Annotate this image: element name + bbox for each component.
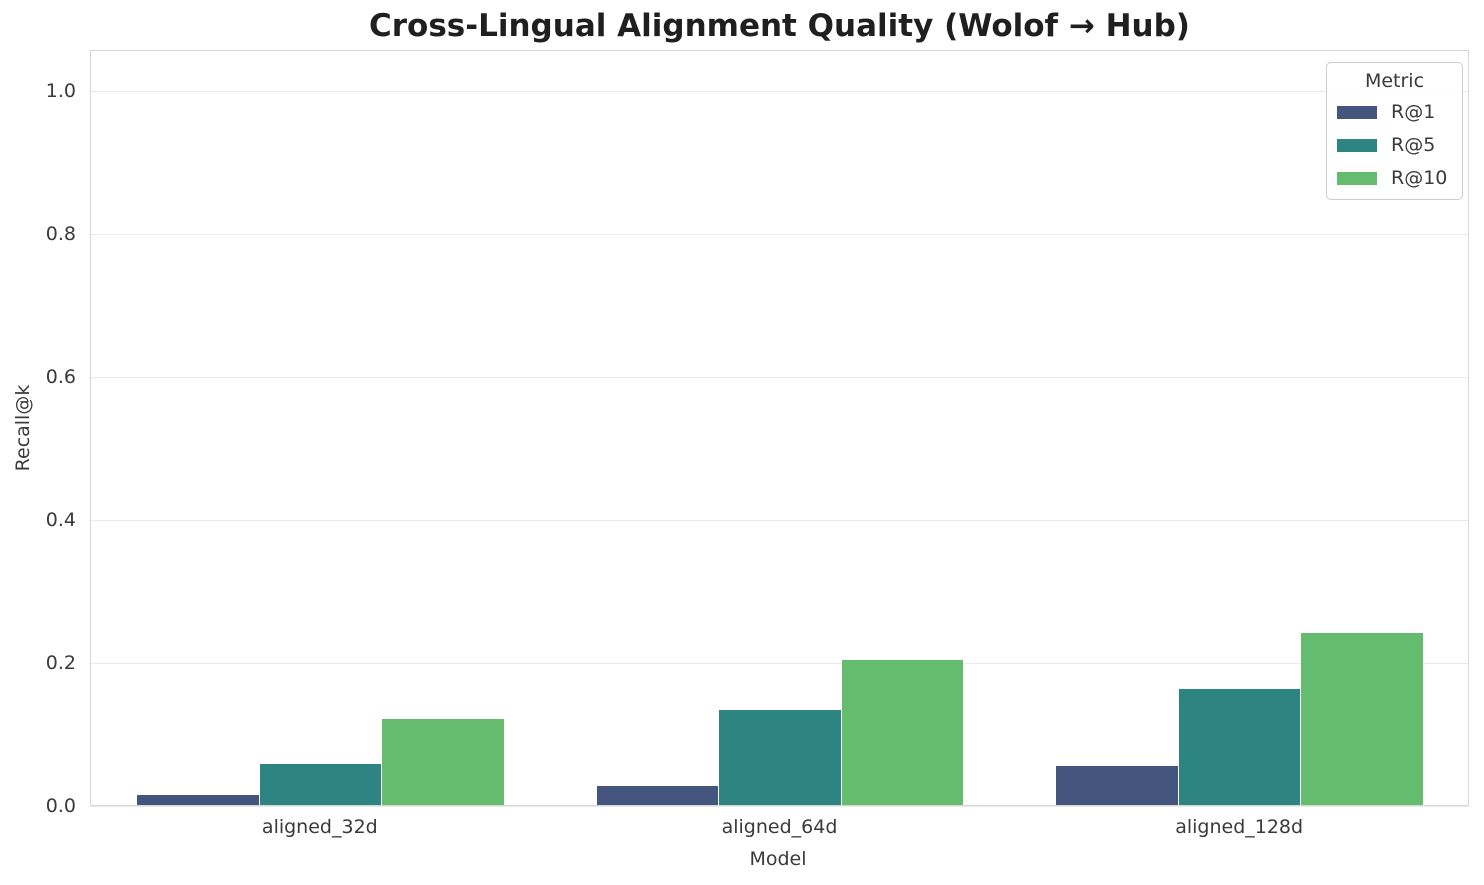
grid-line xyxy=(91,90,1468,92)
x-tick-label: aligned_32d xyxy=(261,816,378,838)
bar-aligned_32d-R@1 xyxy=(136,795,259,805)
bar-aligned_64d-R@10 xyxy=(841,660,964,805)
y-axis-label: Recall@k xyxy=(12,384,34,472)
grid-line xyxy=(91,519,1468,521)
legend-swatch-r10 xyxy=(1337,171,1377,185)
y-tick-label: 0.8 xyxy=(45,222,76,245)
bar-aligned_128d-R@10 xyxy=(1301,633,1424,805)
legend-item-label: R@10 xyxy=(1391,167,1448,189)
y-tick-label: 0.6 xyxy=(45,365,76,388)
legend-swatch-r5 xyxy=(1337,138,1377,152)
legend-item-label: R@5 xyxy=(1391,134,1436,156)
y-tick-label: 1.0 xyxy=(45,79,76,102)
bar-aligned_64d-R@1 xyxy=(596,786,719,805)
y-tick-label: 0.4 xyxy=(45,508,76,531)
grid-line xyxy=(91,233,1468,235)
y-tick-label: 0.0 xyxy=(45,795,76,817)
bar-aligned_32d-R@5 xyxy=(259,764,382,805)
x-tick-label: aligned_128d xyxy=(1175,816,1304,838)
x-axis-label: Model xyxy=(749,848,807,870)
chart-title: Cross-Lingual Alignment Quality (Wolof →… xyxy=(369,8,1190,44)
bar-aligned_128d-R@1 xyxy=(1056,766,1178,805)
legend-title: Metric xyxy=(1364,70,1425,92)
legend-item: R@5 xyxy=(1337,133,1452,157)
legend: Metric R@1 R@5 R@10 xyxy=(1326,62,1463,200)
bar-aligned_128d-R@5 xyxy=(1178,689,1301,805)
bar-aligned_32d-R@10 xyxy=(382,719,504,805)
legend-swatch-r1 xyxy=(1337,105,1377,119)
y-tick-label: 0.2 xyxy=(45,651,76,674)
bar-aligned_64d-R@5 xyxy=(719,710,841,805)
grid-line xyxy=(91,806,1468,807)
legend-item: R@1 xyxy=(1337,100,1452,124)
legend-item: R@10 xyxy=(1337,166,1452,190)
x-tick-label: aligned_64d xyxy=(721,816,838,838)
grid-line xyxy=(91,662,1468,664)
plot-area xyxy=(90,50,1469,807)
legend-item-label: R@1 xyxy=(1391,101,1436,123)
grid-line xyxy=(91,376,1468,378)
